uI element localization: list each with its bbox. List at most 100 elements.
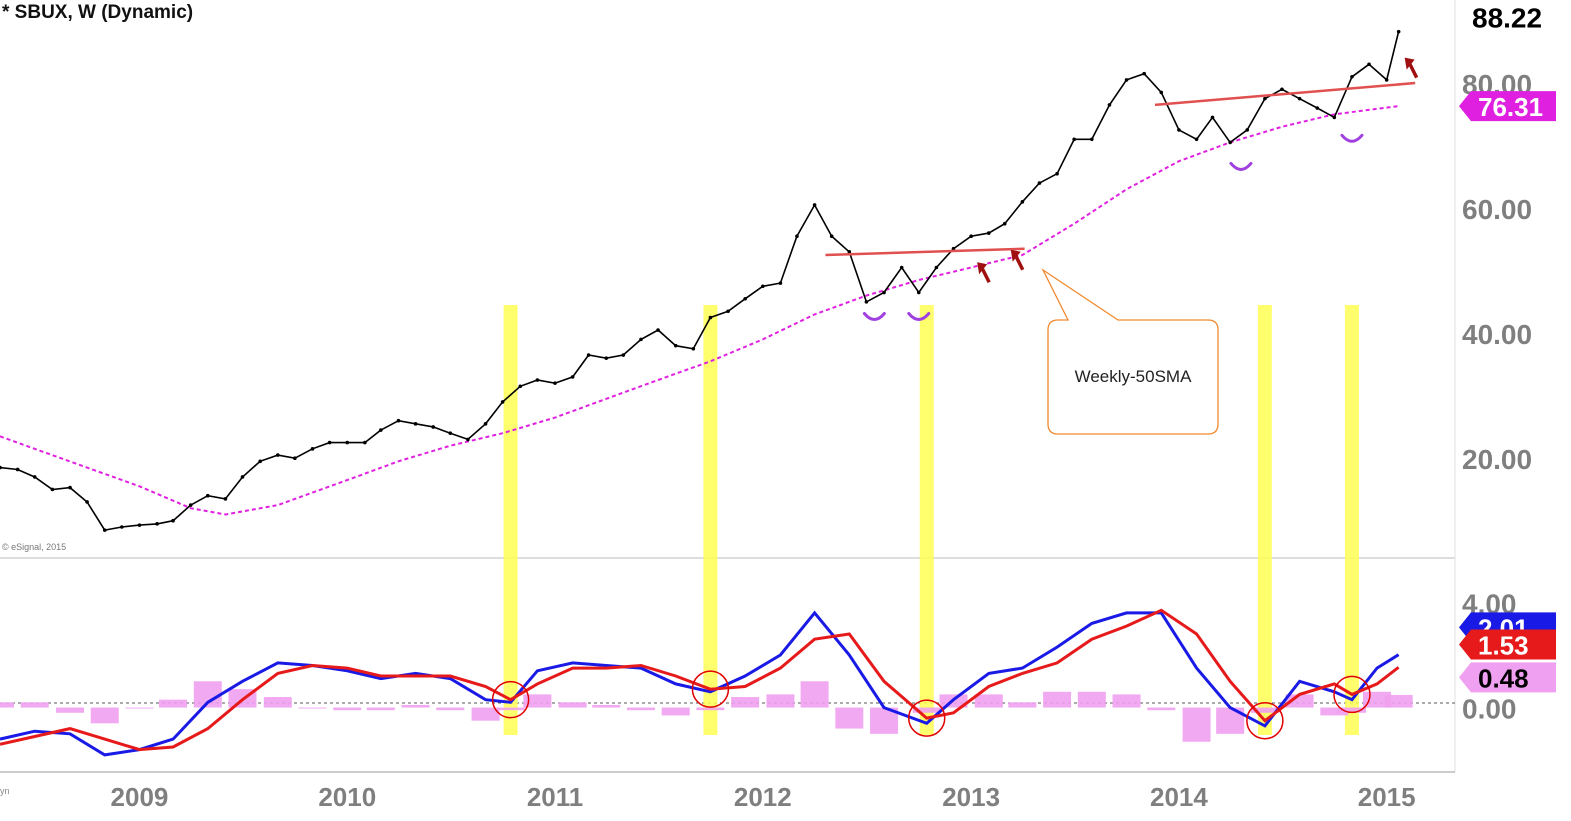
histogram-bar — [159, 699, 188, 708]
arrow-head — [977, 262, 988, 275]
time-axis-tick: 2010 — [318, 782, 376, 812]
histogram-bar — [496, 707, 525, 711]
resistance-line — [825, 247, 1025, 257]
price-point — [1142, 71, 1146, 76]
histogram-bar — [471, 707, 500, 721]
callout-text: Weekly-50SMA — [1075, 367, 1192, 386]
breakout-arrow — [1010, 249, 1025, 271]
histogram-bar — [20, 702, 49, 708]
histogram-bar — [1320, 707, 1349, 716]
histogram-bar — [56, 707, 85, 713]
histogram-bar — [436, 707, 465, 711]
crossover-circle — [1333, 675, 1371, 714]
price-point — [916, 290, 921, 295]
sma-badge-value: 76.31 — [1478, 92, 1543, 122]
price-point — [1228, 140, 1232, 145]
price-point — [1315, 106, 1320, 110]
price-point — [656, 328, 660, 332]
price-point — [829, 234, 834, 239]
price-point — [1090, 137, 1094, 142]
price-point — [50, 487, 55, 492]
histogram-bar — [125, 707, 154, 709]
macd-axis-tick: 0.00 — [1462, 694, 1517, 725]
histogram-bar — [696, 707, 725, 711]
price-point — [431, 425, 435, 429]
time-axis-tick: 2012 — [734, 782, 792, 812]
price-point — [604, 356, 609, 360]
price-line — [0, 31, 1400, 531]
histogram-bar — [800, 681, 829, 708]
price-point — [812, 203, 817, 207]
crossover-circle — [691, 670, 730, 708]
price-point — [1384, 78, 1389, 82]
signal-badge-value: 1.53 — [1478, 630, 1529, 660]
resistance-line — [1154, 81, 1416, 107]
crossover-circle — [1246, 701, 1284, 740]
price-point — [85, 500, 89, 504]
signal-line — [0, 608, 1400, 752]
price-point — [102, 528, 107, 532]
price-point — [1297, 96, 1302, 101]
last-price-label: 88.22 — [1472, 3, 1542, 34]
price-point — [1367, 62, 1371, 67]
price-point — [535, 378, 540, 382]
price-axis-tick: 40.00 — [1462, 319, 1532, 350]
histogram-bar — [592, 704, 621, 708]
histogram-bar — [0, 702, 14, 708]
price-point — [1177, 128, 1181, 132]
price-point — [969, 234, 973, 239]
price-point — [778, 281, 783, 285]
histogram-bar — [1112, 694, 1141, 708]
price-point — [1002, 221, 1007, 226]
price-point — [448, 431, 453, 435]
time-axis-tick: 2014 — [1150, 782, 1208, 812]
support-smile — [1229, 161, 1253, 171]
price-point — [1072, 137, 1076, 142]
sma-badge-bg — [1459, 91, 1556, 122]
price-point — [847, 250, 852, 254]
highlight-bar — [919, 305, 934, 735]
price-point — [1210, 115, 1215, 120]
breakout-arrow — [1404, 57, 1419, 79]
histogram-bar — [974, 694, 1003, 708]
price-axis-tick: 60.00 — [1462, 194, 1532, 225]
price-point — [899, 265, 904, 270]
histogram-bar — [835, 707, 864, 729]
price-point — [1332, 115, 1337, 120]
histogram-bar — [90, 707, 119, 724]
price-point — [345, 440, 350, 445]
price-axis-tick: 20.00 — [1462, 444, 1532, 475]
histogram-bar — [1285, 694, 1314, 708]
highlight-bar — [1344, 305, 1359, 735]
price-point — [1159, 90, 1164, 95]
price-point — [396, 418, 401, 423]
price-point — [258, 459, 262, 464]
price-point — [726, 309, 730, 314]
sma-badge: 76.31 — [1459, 91, 1556, 122]
price-point — [986, 231, 991, 235]
price-point — [310, 447, 315, 451]
price-point — [586, 353, 591, 357]
histogram-bar — [731, 697, 760, 708]
time-axis-tick: 2011 — [527, 782, 583, 812]
price-point — [155, 522, 159, 526]
histogram-bar — [766, 694, 795, 708]
sma-line — [0, 105, 1399, 516]
price-point — [1124, 78, 1129, 82]
price-point — [15, 467, 20, 472]
price-point — [518, 384, 523, 389]
histogram-bar — [912, 707, 941, 713]
price-point — [864, 300, 869, 304]
price-point — [275, 453, 280, 457]
price-point — [1020, 200, 1025, 204]
hist-badge-value: 0.48 — [1478, 663, 1529, 693]
price-point — [188, 503, 193, 507]
price-point — [708, 315, 713, 320]
histogram-bar — [1043, 691, 1072, 708]
price-point — [1037, 181, 1042, 185]
price-point — [363, 440, 367, 445]
histogram-bar — [333, 707, 362, 711]
highlight-bar — [703, 305, 718, 735]
price-point — [760, 284, 765, 289]
